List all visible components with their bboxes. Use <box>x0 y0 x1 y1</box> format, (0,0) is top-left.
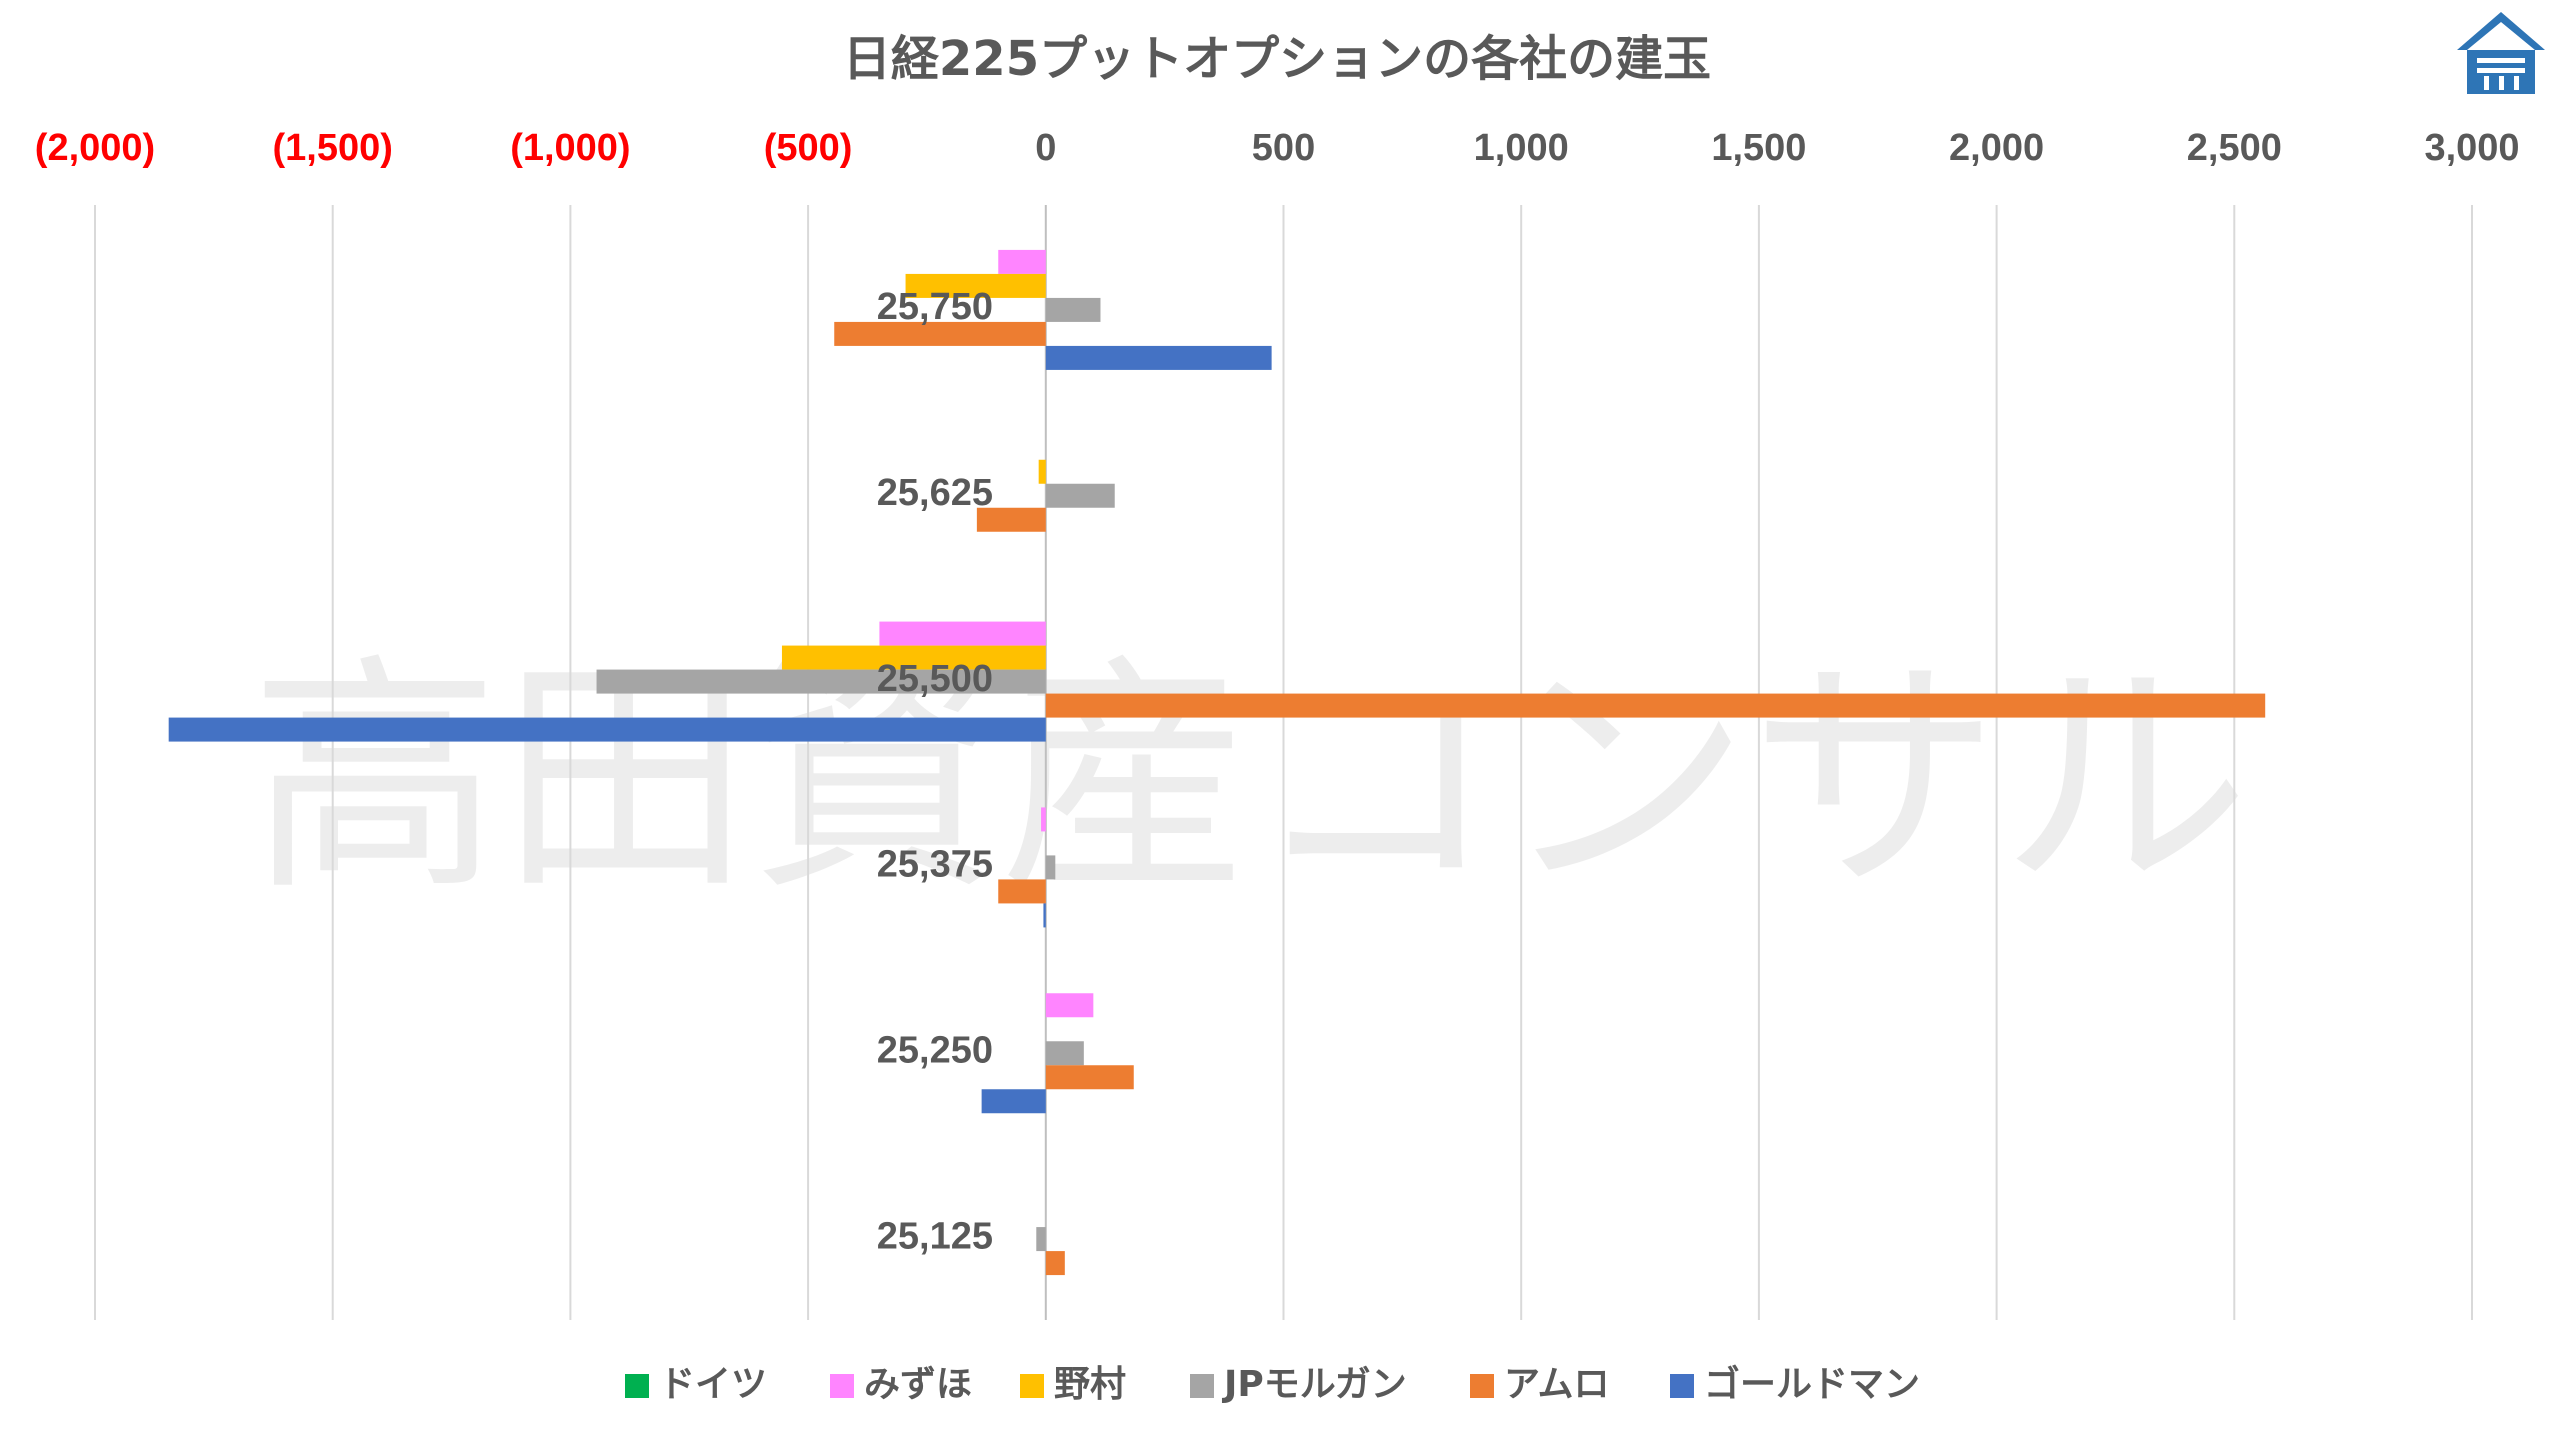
bar <box>998 879 1046 904</box>
x-tick-label: 3,000 <box>2424 127 2519 169</box>
bar <box>1041 807 1046 832</box>
legend-label: みずほ <box>864 1364 972 1405</box>
category-label: 25,500 <box>877 658 993 700</box>
legend-label: 野村 <box>1054 1364 1126 1405</box>
bar <box>1045 1041 1084 1066</box>
bar <box>1043 903 1046 928</box>
gridlines <box>94 205 2473 1320</box>
x-tick-label: (1,500) <box>272 127 392 169</box>
bar <box>879 621 1046 646</box>
bar <box>834 321 1046 346</box>
category-label: 25,750 <box>877 286 993 328</box>
bar <box>976 507 1046 532</box>
x-tick-label: (2,000) <box>35 127 155 169</box>
legend-swatch <box>625 1374 649 1398</box>
category-label: 25,375 <box>877 844 993 886</box>
bar <box>1038 459 1046 484</box>
category-label: 25,125 <box>877 1215 993 1257</box>
x-tick-label: 1,000 <box>1474 127 1569 169</box>
bar <box>1045 483 1115 508</box>
legend-swatch <box>1020 1374 1044 1398</box>
legend-label: ゴールドマン <box>1704 1363 1920 1405</box>
legend: ドイツ みずほ 野村 JPモルガン アムロ ゴールドマン <box>625 1363 1920 1405</box>
x-tick-label: 500 <box>1252 127 1315 169</box>
x-tick-label: 2,500 <box>2187 127 2282 169</box>
legend-swatch <box>830 1374 854 1398</box>
legend-label: JPモルガン <box>1221 1364 1407 1405</box>
category-label: 25,625 <box>877 472 993 514</box>
x-tick-label: (500) <box>764 127 853 169</box>
bar <box>1045 1251 1065 1276</box>
legend-label: ドイツ <box>659 1364 767 1405</box>
x-axis-ticks: (2,000) (1,500) (1,000) (500) 0 500 1,000 1,500… <box>35 127 2520 169</box>
category-labels: 25,750 25,625 25,500 25,375 25,250 25,125 <box>877 286 993 1257</box>
bar <box>1045 993 1094 1018</box>
bars <box>168 249 2266 1276</box>
bar <box>596 669 1046 694</box>
bar <box>1045 1065 1134 1090</box>
bar <box>1045 345 1272 370</box>
bar <box>1045 855 1056 880</box>
bar <box>981 1089 1046 1114</box>
legend-swatch <box>1470 1374 1494 1398</box>
x-tick-label: 0 <box>1035 127 1056 169</box>
chart-title: 日経225プットオプションの各社の建玉 <box>843 31 1711 87</box>
bar <box>1045 693 2266 718</box>
legend-swatch <box>1190 1374 1214 1398</box>
legend-label: アムロ <box>1504 1364 1609 1405</box>
bar <box>905 273 1046 298</box>
category-label: 25,250 <box>877 1029 993 1071</box>
x-tick-label: 2,000 <box>1949 127 2044 169</box>
legend-swatch <box>1670 1374 1694 1398</box>
watermark-text: 高田資産コンサル <box>250 633 2250 924</box>
bar <box>1045 297 1101 322</box>
bar <box>998 249 1046 274</box>
bar <box>1036 1227 1046 1252</box>
x-tick-label: 1,500 <box>1711 127 1806 169</box>
x-tick-label: (1,000) <box>510 127 630 169</box>
bar <box>781 645 1046 670</box>
logo-icon <box>2457 12 2545 94</box>
bar <box>168 717 1046 742</box>
